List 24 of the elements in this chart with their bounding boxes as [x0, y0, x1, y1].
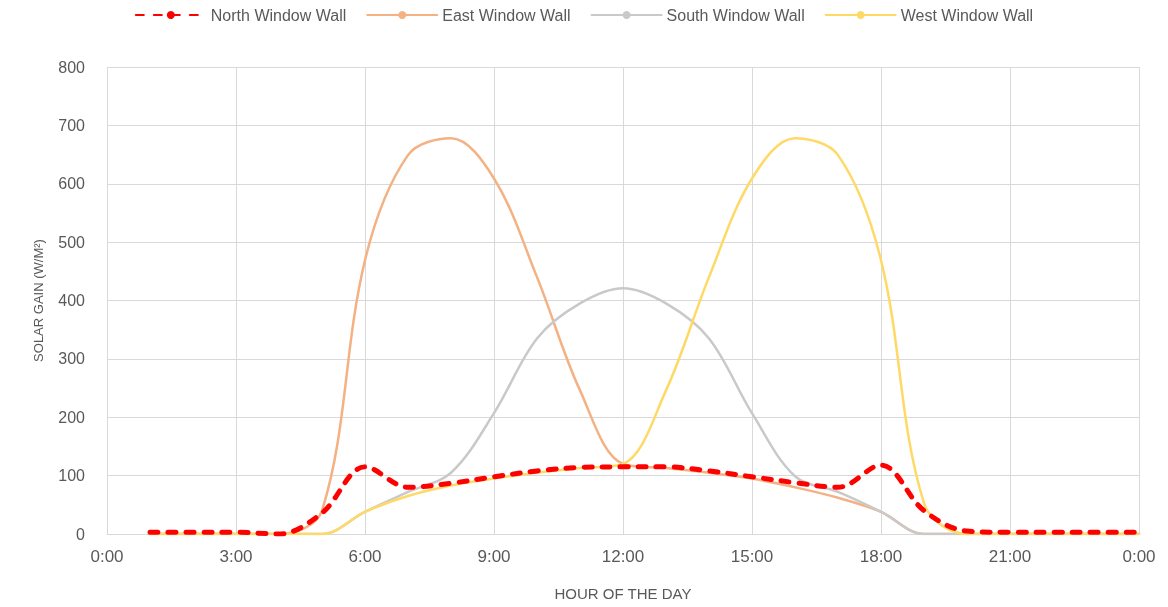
x-tick-label: 21:00: [988, 547, 1032, 566]
legend-label: North Window Wall: [210, 6, 347, 24]
y-tick-label: 100: [58, 467, 86, 485]
y-tick-label: 300: [58, 350, 86, 368]
x-tick-label: 18:00: [859, 547, 903, 566]
y-axis-title: SOLAR GAIN (W/M²): [31, 239, 46, 362]
y-tick-label: 500: [58, 233, 86, 251]
y-tick-label: 200: [58, 408, 86, 426]
y-tick-label: 700: [58, 116, 86, 134]
legend-label: West Window Wall: [900, 6, 1034, 24]
x-axis-title: HOUR OF THE DAY: [554, 585, 692, 602]
x-tick-label: 0:00: [1122, 547, 1156, 566]
y-tick-label: 400: [58, 292, 86, 309]
y-tick-label: 800: [58, 58, 86, 76]
y-tick-label: 0: [76, 525, 86, 543]
x-tick-label: 9:00: [477, 547, 511, 566]
x-tick-label: 6:00: [348, 547, 382, 566]
legend-label: South Window Wall: [666, 6, 805, 24]
x-tick-label: 3:00: [219, 547, 253, 566]
x-tick-label: 15:00: [730, 547, 774, 566]
x-tick-label: 12:00: [601, 547, 645, 566]
y-tick-label: 600: [58, 175, 86, 193]
legend-label: East Window Wall: [442, 6, 571, 24]
x-tick-label: 0:00: [90, 547, 124, 566]
